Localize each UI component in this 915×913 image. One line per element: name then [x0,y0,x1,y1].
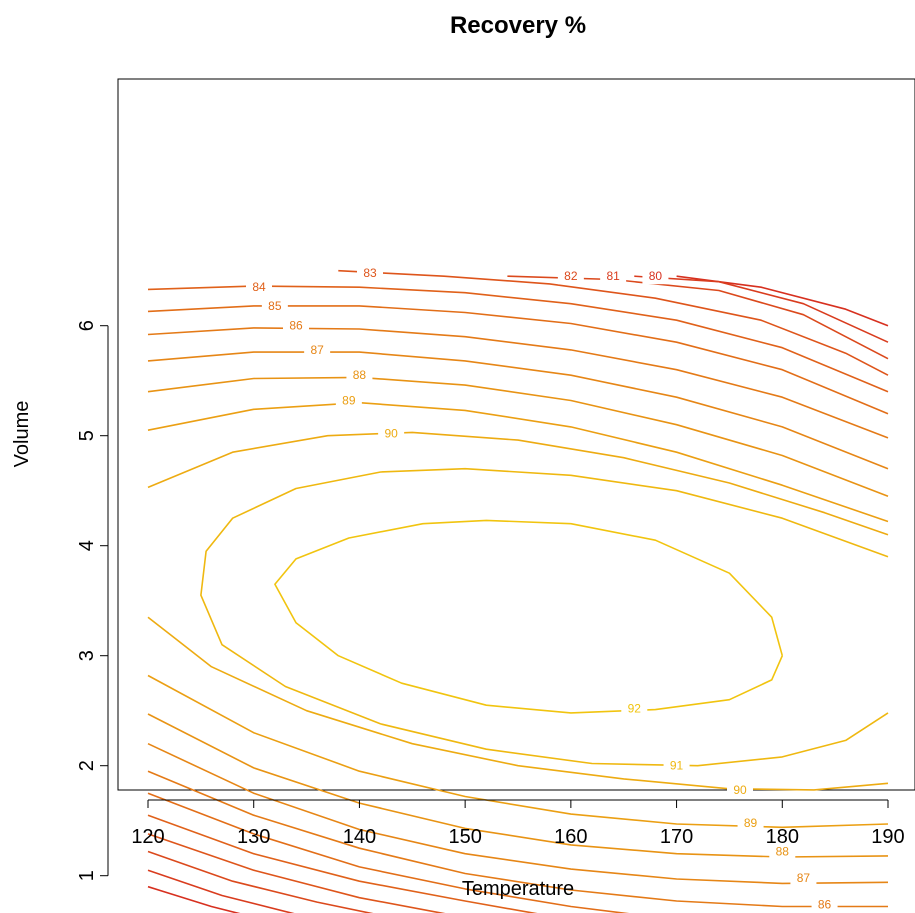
contour-label-bg [737,814,764,831]
x-tick-label: 120 [131,826,164,848]
contour-label-bg [356,264,383,281]
y-tick-label: 2 [76,760,98,771]
contour-label-90: 90 [733,783,747,797]
contour-label-88: 88 [353,368,367,382]
x-axis-label: Temperature [462,878,574,900]
contour-label-86: 86 [818,897,832,911]
contour-label-bg [769,843,796,860]
contour-line-84 [147,814,538,913]
contour-label-87: 87 [797,871,811,885]
contour-label-83: 83 [363,266,377,280]
contour-label-bg [335,392,362,409]
contour-lines [147,269,889,913]
contour-label-bg [663,757,690,774]
contour-line-80 [147,885,241,913]
y-tick-label: 3 [76,650,98,661]
contour-line-85 [147,792,630,913]
contour-line-84 [147,285,889,393]
contour-label-bg [811,896,838,913]
x-tick-label: 140 [343,826,376,848]
contour-line-86 [147,327,889,439]
y-tick-label: 1 [76,870,98,881]
contour-label-bg [621,700,648,717]
contour-line-92 [274,519,784,714]
contour-label-89: 89 [744,816,758,830]
contour-label-bg [557,268,584,285]
contour-line-81 [147,869,295,913]
y-axis: 1 2 3 4 5 6 [76,320,109,881]
y-tick-label: 6 [76,320,98,331]
contour-label-81: 81 [606,269,620,283]
contour-line-83 [338,269,889,376]
contour-line-85 [147,305,889,415]
x-tick-label: 180 [766,826,799,848]
contour-line-91 [200,467,889,767]
y-tick-label: 4 [76,540,98,551]
contour-label-88: 88 [776,845,790,859]
x-tick-label: 130 [237,826,270,848]
contour-label-bg [346,367,373,384]
contour-line-89 [147,674,889,829]
y-axis-label: Volume [11,401,33,468]
contour-label-87: 87 [310,343,324,357]
contour-label-86: 86 [289,319,303,333]
contour-label-bg [245,279,272,296]
contour-line-82 [147,850,374,913]
x-axis: 120 130 140 150 160 170 180 190 [131,799,905,848]
contour-label-bg [600,268,627,285]
contour-label-82: 82 [564,269,578,283]
x-tick-label: 160 [554,826,587,848]
contour-label-bg [642,268,669,285]
contour-label-84: 84 [252,280,266,294]
contour-line-89 [147,401,889,523]
contour-line-81 [634,275,889,343]
contour-label-85: 85 [268,299,282,313]
y-tick-label: 5 [76,430,98,441]
contour-label-90: 90 [384,427,398,441]
contour-label-80: 80 [649,269,663,283]
contour-label-bg [261,297,288,314]
contour-label-bg [282,317,309,334]
contour-line-90 [147,431,889,536]
plot-frame [117,78,915,791]
chart-title: Recovery % [450,12,586,39]
contour-label-91: 91 [670,759,684,773]
contour-line-86 [147,770,888,908]
contour-line-88 [147,713,889,858]
contour-line-87 [147,351,889,470]
contour-label-89: 89 [342,394,356,408]
contour-labels: 8080818182828383848485858686878788888989… [245,264,838,913]
x-tick-label: 150 [448,826,481,848]
contour-line-90 [147,616,889,791]
contour-label-bg [378,425,405,442]
contour-label-bg [790,869,817,886]
contour-line-87 [147,742,889,885]
contour-line-88 [147,376,889,497]
x-tick-label: 190 [871,826,904,848]
contour-line-83 [147,833,446,913]
contour-label-92: 92 [628,702,642,716]
contour-label-bg [726,781,753,798]
contour-label-bg [304,341,331,358]
contour-line-80 [676,275,889,327]
contour-line-82 [507,275,889,360]
x-tick-label: 170 [660,826,693,848]
